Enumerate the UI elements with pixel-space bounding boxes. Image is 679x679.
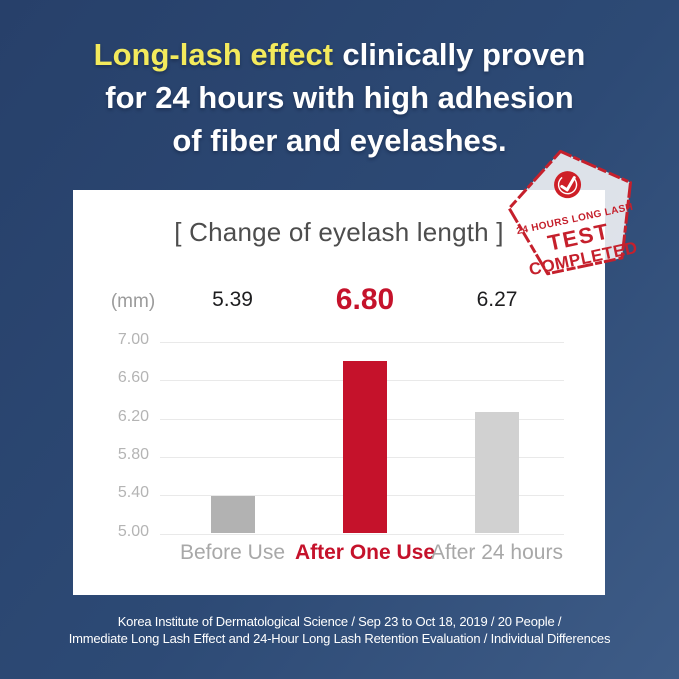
gridline-5.00 <box>160 533 564 535</box>
x-label-2: After 24 hours <box>431 541 563 564</box>
y-tick-5.80: 5.80 <box>117 446 149 464</box>
headline-highlight: Long-lash effect <box>93 37 334 72</box>
check-icon <box>560 176 576 192</box>
x-label-1: After One Use <box>294 541 436 564</box>
headline-line2: for 24 hours with high adhesion <box>105 80 574 115</box>
x-label-0: Before Use <box>179 541 286 564</box>
footnote: Korea Institute of Dermatological Scienc… <box>0 613 679 647</box>
value-label-1: 6.80 <box>335 283 395 316</box>
gridline-7.00 <box>160 342 564 343</box>
bar-after-one-use <box>343 361 387 534</box>
value-label-0: 5.39 <box>212 288 253 311</box>
headline-line3: of fiber and eyelashes. <box>172 123 507 158</box>
stamp-pentagon <box>507 149 632 276</box>
value-label-2: 6.27 <box>476 288 518 311</box>
y-tick-6.60: 6.60 <box>117 369 149 387</box>
y-tick-5.40: 5.40 <box>117 484 149 502</box>
headline-line1-rest: clinically proven <box>342 37 586 72</box>
y-tick-5.00: 5.00 <box>117 522 149 540</box>
y-tick-6.20: 6.20 <box>117 407 149 425</box>
chart-card: [ Change of eyelash length ] (mm) 7.00 6.… <box>73 190 605 595</box>
footnote-line2: Immediate Long Lash Effect and 24-Hour L… <box>68 631 611 646</box>
unit-label: (mm) <box>110 291 156 312</box>
headline: Long-lash effect clinically proven for 24… <box>0 33 679 162</box>
check-circle-arrow <box>557 174 578 195</box>
headline-line1: Long-lash effect clinically proven <box>0 33 679 76</box>
chart-title: [ Change of eyelash length ] <box>174 217 504 247</box>
test-completed-stamp: 24 HOURS LONG LASH TEST COMPLETED <box>507 149 639 279</box>
y-tick-7.00: 7.00 <box>117 331 149 349</box>
bar-before-use <box>210 496 255 534</box>
bar-after-24-hours <box>475 411 519 534</box>
footnote-line1: Korea Institute of Dermatological Scienc… <box>117 614 562 629</box>
